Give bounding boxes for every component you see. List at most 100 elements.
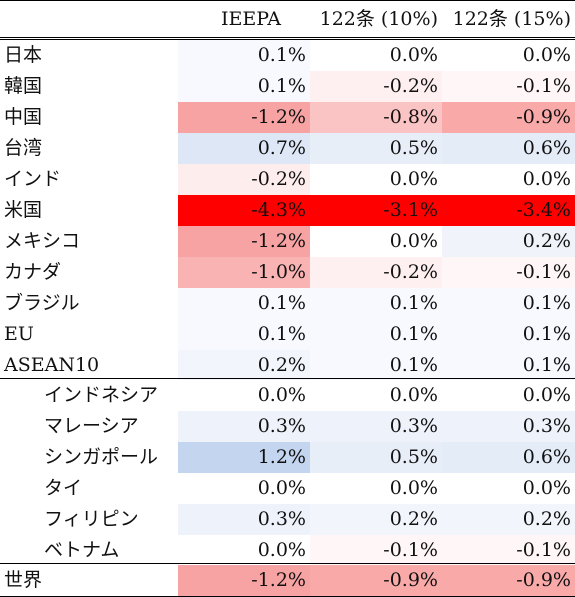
percent-value: 0.0% [389, 384, 438, 406]
value-cell-col1: -1.2% [178, 102, 310, 133]
percent-value: 0.0% [257, 477, 306, 499]
percent-value: 0.0% [389, 44, 438, 66]
header-ieepa: IEEPA [220, 8, 281, 30]
rule-world-top [0, 563, 575, 564]
table-row: フィリピン 0.3% 0.2% 0.2% [0, 504, 575, 535]
percent-value: -0.9% [516, 569, 571, 591]
percent-value: -0.1% [516, 539, 571, 561]
row-label-cell: 日本 [0, 40, 178, 71]
table-row: ASEAN10 0.2% 0.1% 0.1% [0, 350, 575, 381]
percent-value: -0.9% [516, 106, 571, 128]
value-cell-col2: 0.0% [310, 226, 442, 257]
percent-value: -3.1% [383, 199, 438, 221]
row-label-cell: マレーシア [0, 411, 178, 442]
value-cell-col3: -0.9% [442, 102, 575, 133]
value-cell-col1: 1.2% [178, 442, 310, 473]
value-cell-col1: 0.0% [178, 535, 310, 566]
percent-value: 0.5% [389, 137, 438, 159]
percent-value: -1.2% [251, 569, 306, 591]
row-label-cell: 韓国 [0, 71, 178, 102]
value-cell-col3: 0.6% [442, 442, 575, 473]
table-row: シンガポール 1.2% 0.5% 0.6% [0, 442, 575, 473]
value-cell-col3: -0.1% [442, 257, 575, 288]
value-cell-col2: -0.1% [310, 535, 442, 566]
value-cell-col1: -1.2% [178, 226, 310, 257]
rule-header-top [0, 37, 575, 38]
value-cell-col3: 0.6% [442, 133, 575, 164]
country-label: インド [4, 168, 62, 190]
row-label-cell: 世界 [0, 565, 178, 596]
country-label: EU [4, 323, 34, 345]
percent-value: 0.0% [257, 384, 306, 406]
table-row: ベトナム 0.0% -0.1% -0.1% [0, 535, 575, 566]
value-cell-col2: 0.0% [310, 164, 442, 195]
value-cell-col1: 0.3% [178, 411, 310, 442]
percent-value: 0.2% [522, 508, 571, 530]
percent-value: 0.0% [522, 384, 571, 406]
percent-value: 0.0% [522, 168, 571, 190]
percent-value: 0.1% [257, 75, 306, 97]
percent-value: -0.2% [383, 261, 438, 283]
value-cell-col2: 0.5% [310, 442, 442, 473]
percent-value: -0.2% [383, 75, 438, 97]
value-cell-col1: -1.0% [178, 257, 310, 288]
country-label: 世界 [4, 569, 43, 591]
percent-value: -0.9% [383, 569, 438, 591]
value-cell-col3: 0.3% [442, 411, 575, 442]
percent-value: 0.6% [522, 446, 571, 468]
row-label-cell: EU [0, 319, 178, 350]
percent-value: 0.0% [389, 168, 438, 190]
value-cell-col1: 0.1% [178, 288, 310, 319]
value-cell-col3: 0.1% [442, 288, 575, 319]
row-label-cell: メキシコ [0, 226, 178, 257]
value-cell-col2: -0.8% [310, 102, 442, 133]
percent-value: 0.0% [389, 477, 438, 499]
header-section122-15: 122条 (15%) [452, 8, 571, 30]
country-label: 韓国 [4, 75, 43, 97]
percent-value: 0.3% [257, 508, 306, 530]
value-cell-col2: -0.2% [310, 257, 442, 288]
rule-asean-divider [0, 378, 575, 379]
row-label-cell: インド [0, 164, 178, 195]
value-cell-col1: 0.1% [178, 71, 310, 102]
percent-value: 0.7% [257, 137, 306, 159]
percent-value: -0.8% [383, 106, 438, 128]
value-cell-col1: -1.2% [178, 565, 310, 596]
percent-value: 0.3% [522, 415, 571, 437]
value-cell-col1: -4.3% [178, 195, 310, 226]
table-row: カナダ -1.0% -0.2% -0.1% [0, 257, 575, 288]
table-row: タイ 0.0% 0.0% 0.0% [0, 473, 575, 504]
row-label-cell: インドネシア [0, 380, 178, 411]
table-row: インド -0.2% 0.0% 0.0% [0, 164, 575, 195]
row-label-cell: 米国 [0, 195, 178, 226]
country-label: 米国 [4, 199, 43, 221]
table-row: インドネシア 0.0% 0.0% 0.0% [0, 380, 575, 411]
value-cell-col2: 0.0% [310, 473, 442, 504]
value-cell-col1: 0.0% [178, 380, 310, 411]
value-cell-col2: 0.0% [310, 40, 442, 71]
value-cell-col2: 0.2% [310, 504, 442, 535]
row-label-cell: ASEAN10 [0, 350, 178, 381]
country-label: フィリピン [44, 508, 139, 530]
value-cell-col3: 0.2% [442, 226, 575, 257]
value-cell-col3: -0.1% [442, 71, 575, 102]
country-label: シンガポール [44, 446, 159, 468]
country-label: ASEAN10 [4, 354, 100, 376]
percent-value: 0.3% [389, 415, 438, 437]
country-label: メキシコ [4, 230, 81, 252]
value-cell-col3: 0.0% [442, 380, 575, 411]
percent-value: 0.6% [522, 137, 571, 159]
percent-value: -3.4% [516, 199, 571, 221]
row-label-cell: タイ [0, 473, 178, 504]
table-row: マレーシア 0.3% 0.3% 0.3% [0, 411, 575, 442]
percent-value: 0.5% [389, 446, 438, 468]
rule-top [0, 0, 575, 1]
percent-value: -0.2% [251, 168, 306, 190]
value-cell-col2: 0.1% [310, 288, 442, 319]
value-cell-col2: -0.2% [310, 71, 442, 102]
percent-value: 0.0% [522, 477, 571, 499]
table-row: ブラジル 0.1% 0.1% 0.1% [0, 288, 575, 319]
country-label: 日本 [4, 44, 43, 66]
percent-value: 0.2% [257, 354, 306, 376]
value-cell-col2: 0.1% [310, 350, 442, 381]
